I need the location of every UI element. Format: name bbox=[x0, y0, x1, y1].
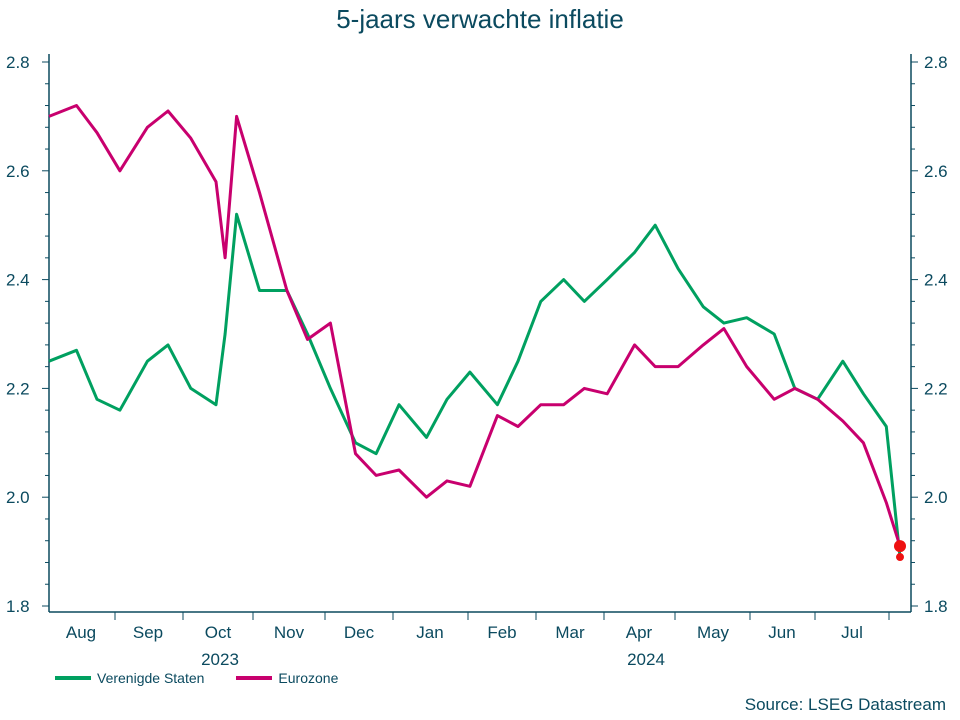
end-markers bbox=[894, 540, 906, 562]
svg-text:Jan: Jan bbox=[416, 623, 443, 642]
svg-text:2.8: 2.8 bbox=[6, 53, 30, 72]
legend-item-us: Verenigde Staten bbox=[55, 670, 204, 686]
axes bbox=[42, 54, 918, 620]
svg-text:2023: 2023 bbox=[201, 650, 239, 669]
svg-text:2.4: 2.4 bbox=[6, 271, 30, 290]
svg-text:Sep: Sep bbox=[133, 623, 163, 642]
svg-text:Jul: Jul bbox=[841, 623, 863, 642]
svg-text:2.0: 2.0 bbox=[6, 488, 30, 507]
svg-text:1.8: 1.8 bbox=[6, 597, 30, 616]
svg-text:Dec: Dec bbox=[344, 623, 375, 642]
legend-swatch-us bbox=[55, 676, 91, 680]
legend-label-us: Verenigde Staten bbox=[97, 670, 205, 686]
legend-swatch-eurozone bbox=[236, 676, 273, 680]
svg-text:Apr: Apr bbox=[626, 623, 653, 642]
svg-text:Feb: Feb bbox=[487, 623, 516, 642]
eurozone-series-line bbox=[48, 104, 902, 547]
svg-text:Nov: Nov bbox=[274, 623, 305, 642]
svg-text:Aug: Aug bbox=[66, 623, 96, 642]
svg-text:2024: 2024 bbox=[627, 650, 665, 669]
svg-text:2.8: 2.8 bbox=[924, 53, 948, 72]
svg-text:Oct: Oct bbox=[205, 623, 232, 642]
svg-text:May: May bbox=[697, 623, 730, 642]
source-note: Source: LSEG Datastream bbox=[744, 695, 946, 714]
svg-text:1.8: 1.8 bbox=[924, 597, 948, 616]
chart-title: 5-jaars verwachte inflatie bbox=[336, 4, 624, 34]
legend-label-eurozone: Eurozone bbox=[278, 670, 339, 686]
svg-text:2.2: 2.2 bbox=[6, 379, 30, 398]
svg-text:2.4: 2.4 bbox=[924, 271, 948, 290]
us-series-line bbox=[48, 212, 902, 558]
svg-text:Jun: Jun bbox=[768, 623, 795, 642]
svg-text:2.6: 2.6 bbox=[6, 162, 30, 181]
legend: Verenigde Staten Eurozone bbox=[55, 670, 338, 686]
svg-text:2.6: 2.6 bbox=[924, 162, 948, 181]
svg-text:2.2: 2.2 bbox=[924, 379, 948, 398]
svg-text:2.0: 2.0 bbox=[924, 488, 948, 507]
legend-item-eurozone: Eurozone bbox=[236, 670, 338, 686]
tick-labels: 1.8 1.8 2.0 2.0 2.2 2.2 2.4 2.4 2.6 2.6 2.8 2.8 Aug S… bbox=[6, 53, 948, 669]
svg-text:Mar: Mar bbox=[555, 623, 585, 642]
